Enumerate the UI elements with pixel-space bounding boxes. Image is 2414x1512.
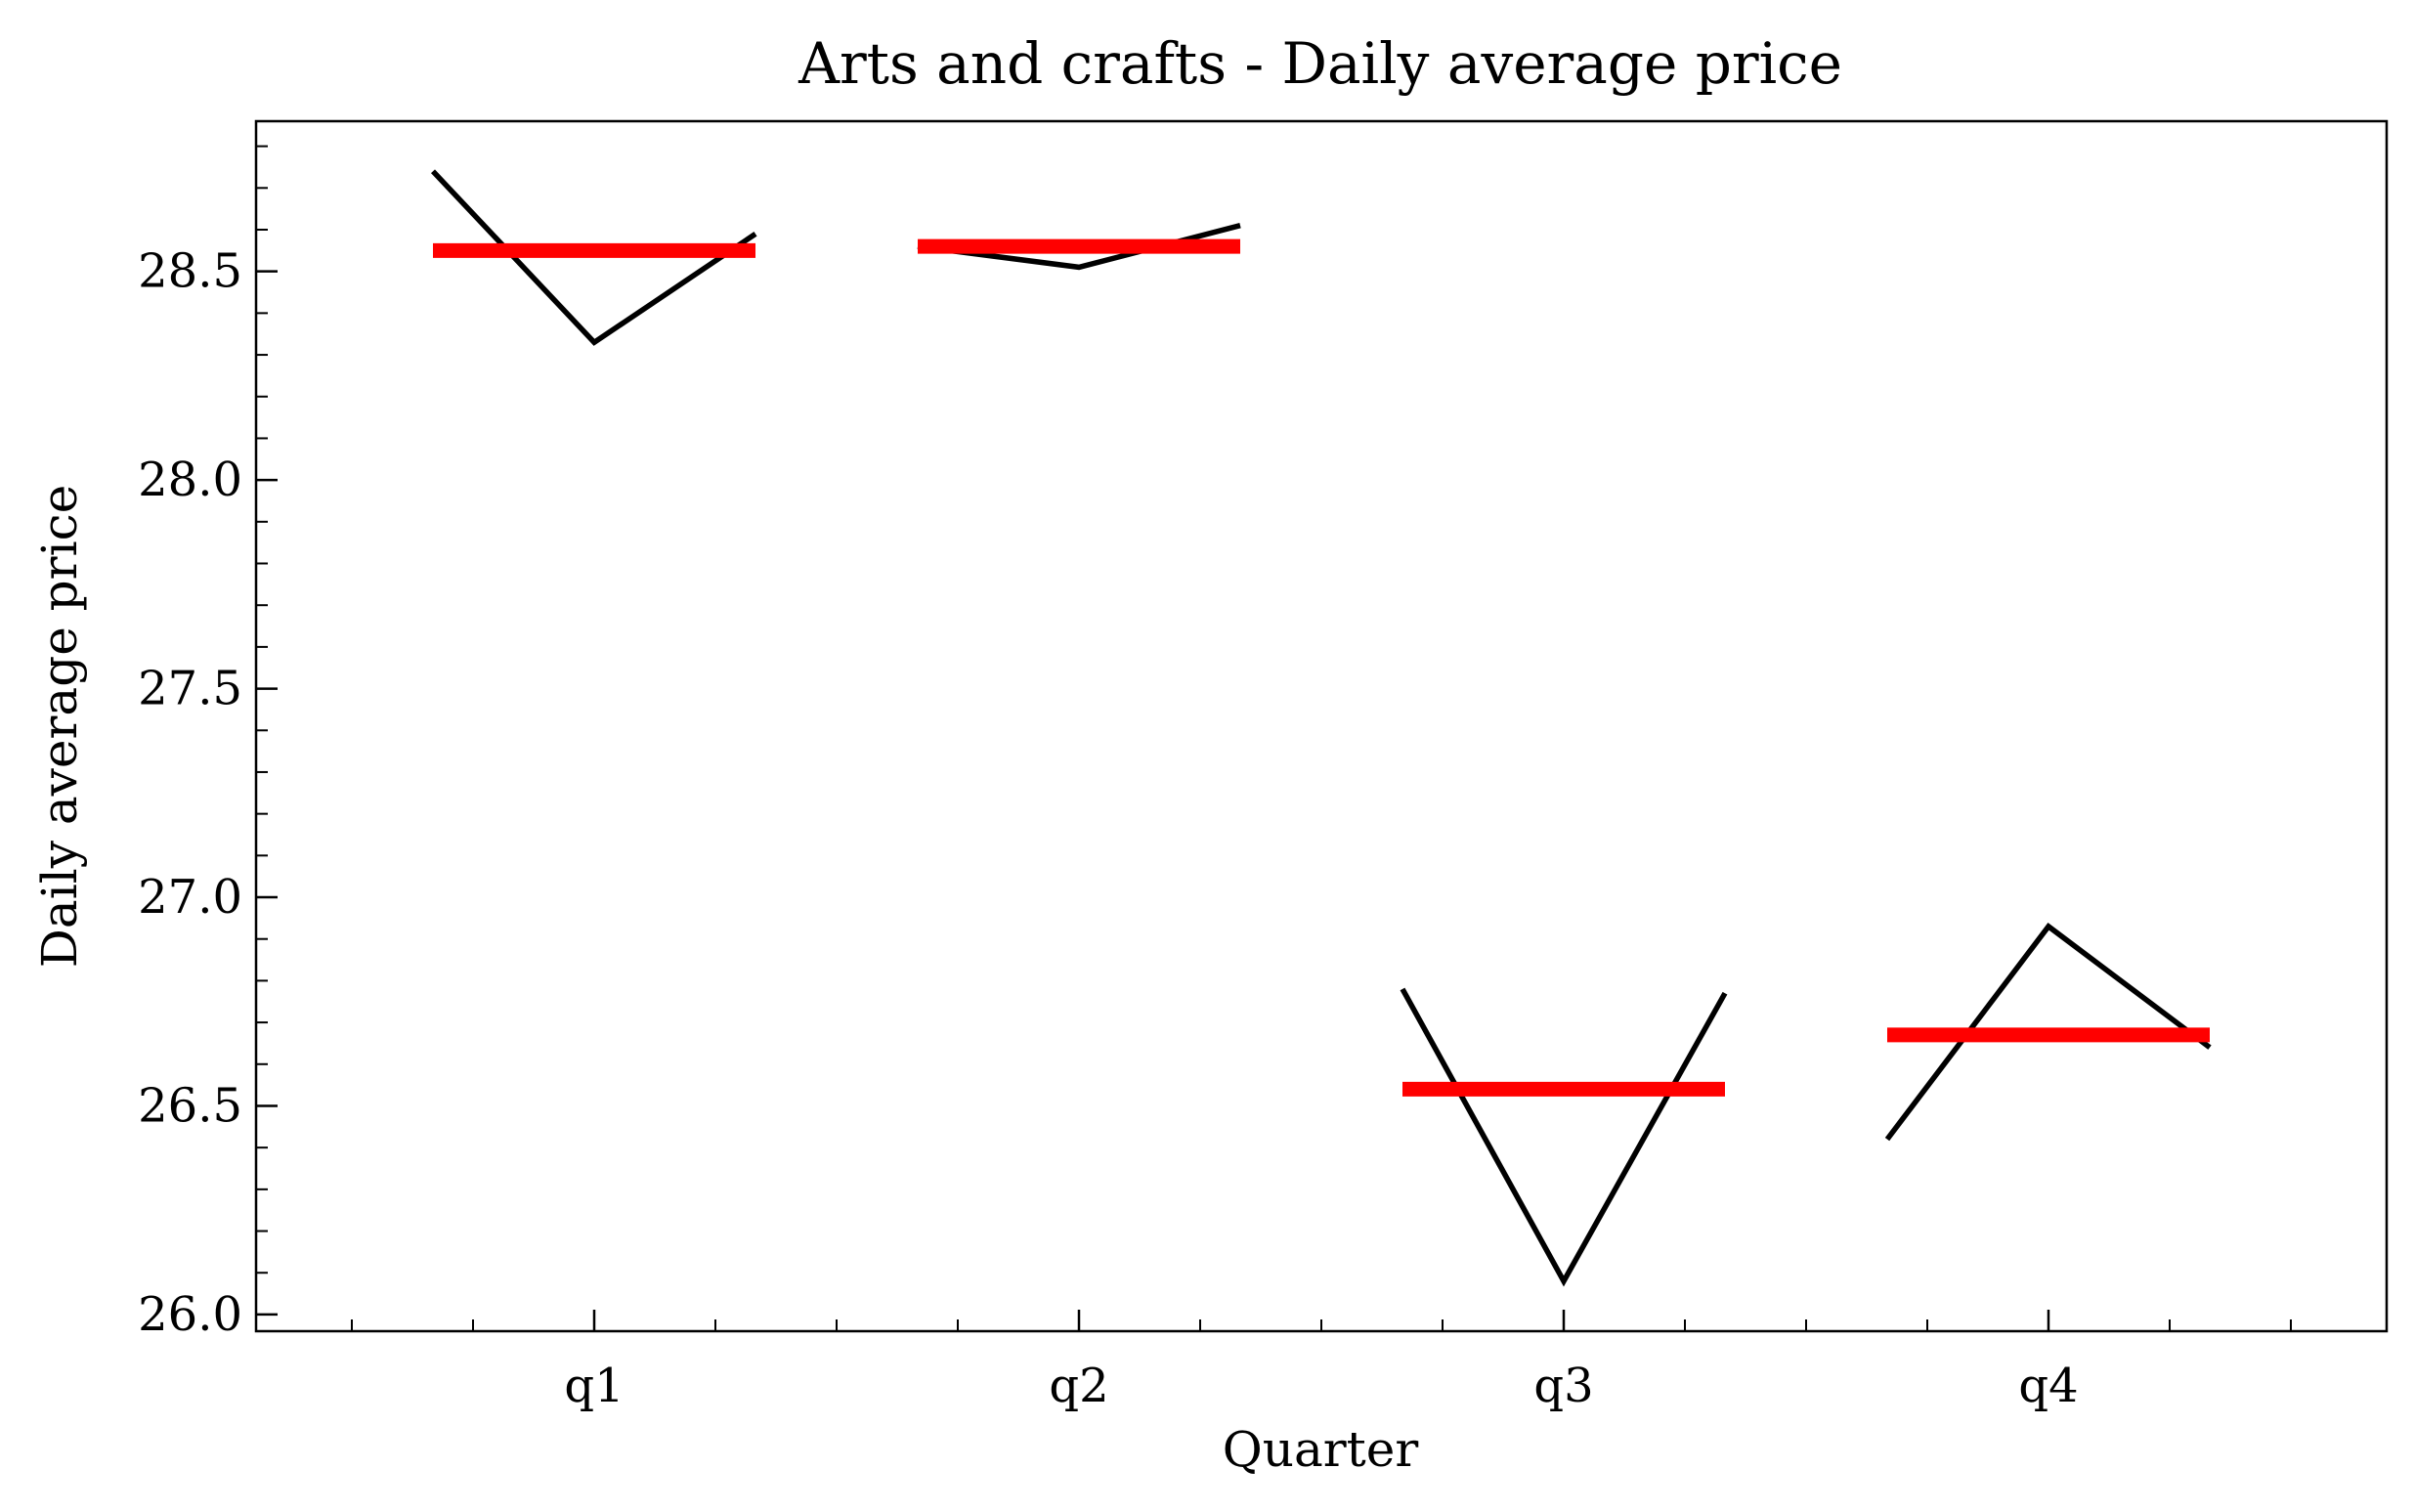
y-axis-label: Daily average price (31, 485, 88, 968)
y-tick-label: 27.5 (138, 662, 242, 716)
x-axis-label: Quarter (1223, 1421, 1419, 1478)
series-line-q1 (430, 169, 757, 346)
x-tick-label: q4 (2018, 1359, 2078, 1413)
x-tick-label: q1 (564, 1359, 624, 1413)
x-tick-label: q3 (1533, 1359, 1593, 1413)
y-tick-label: 28.5 (138, 244, 242, 299)
series-line-q3 (1400, 987, 1728, 1287)
series-line-q4 (1884, 923, 2212, 1142)
y-tick-label: 26.5 (138, 1078, 242, 1133)
chart-title: Arts and crafts - Daily average price (797, 30, 1842, 97)
x-tick-label: q2 (1049, 1359, 1108, 1413)
y-tick-label: 26.0 (138, 1287, 242, 1342)
plot-area: 26.0 26.5 27.0 27.5 28.0 28.5 q1 q2 q3 q4 (138, 145, 2292, 1413)
y-tick-label: 27.0 (138, 870, 242, 925)
plot-frame (254, 119, 2389, 1333)
y-tick-label: 28.0 (138, 453, 242, 507)
